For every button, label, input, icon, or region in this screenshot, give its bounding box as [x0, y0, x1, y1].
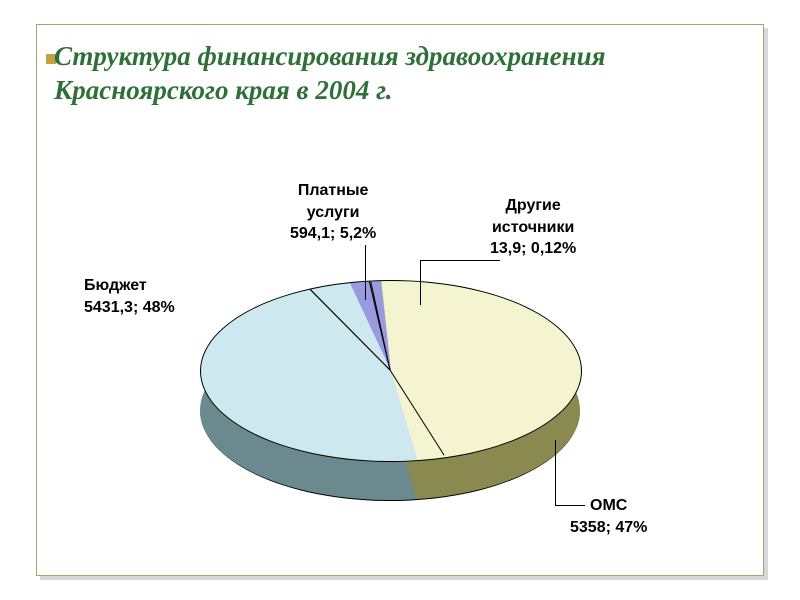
label-oms: ОМС 5358; 47%	[570, 495, 647, 538]
leader-oms-h	[555, 505, 585, 506]
chart-title: Структура финансирования здравоохранения…	[54, 40, 694, 108]
leader-paid-v	[365, 245, 366, 300]
label-other: Другие источники 13,9; 0,12%	[490, 195, 576, 260]
label-paid: Платные услуги 594,1; 5,2%	[290, 180, 376, 245]
pie-chart	[200, 280, 580, 500]
leader-other-h	[420, 260, 500, 261]
leader-oms-v	[555, 440, 556, 505]
pie-top	[200, 280, 582, 462]
label-budget: Бюджет 5431,3; 48%	[84, 275, 175, 318]
leader-other-v	[420, 260, 421, 305]
